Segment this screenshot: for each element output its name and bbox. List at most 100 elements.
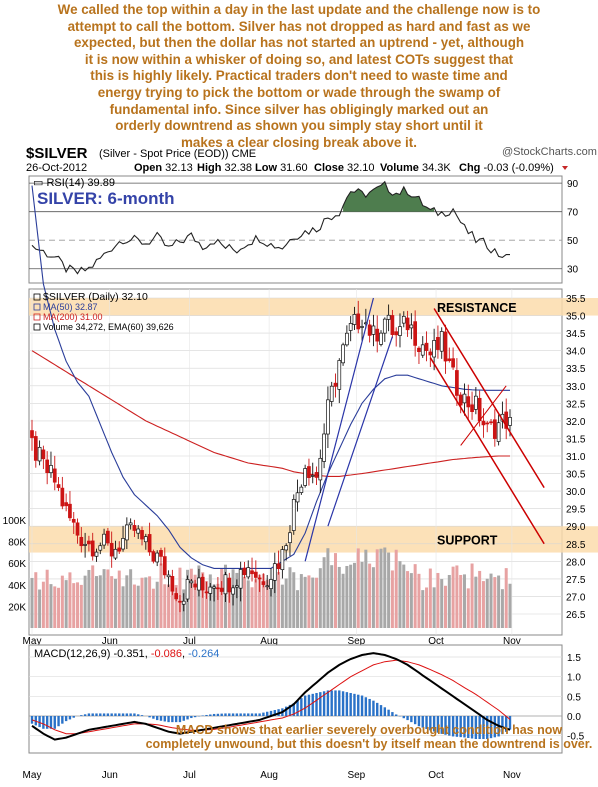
macd-histogram-bar	[505, 716, 508, 732]
candle-body	[398, 326, 402, 336]
candle-body	[102, 533, 106, 546]
macd-histogram-bar	[95, 713, 98, 716]
legend-swatch	[33, 303, 41, 311]
macd-histogram-bar	[296, 700, 299, 716]
candle-body	[405, 317, 410, 331]
candle-body	[204, 591, 209, 594]
macd-histogram-bar	[300, 698, 303, 716]
price-tick-label: 35.0	[566, 312, 586, 323]
macd-histogram-bar	[410, 716, 413, 723]
candle-body	[189, 580, 194, 584]
macd-histogram-bar	[239, 713, 242, 716]
macd-histogram-bar	[262, 712, 265, 716]
macd-histogram-bar	[45, 716, 49, 729]
volume-bar	[265, 579, 269, 628]
candle-body	[162, 556, 167, 576]
candle-body	[181, 600, 186, 605]
volume-bar	[193, 574, 197, 628]
candle-body	[489, 421, 493, 424]
candle-body	[280, 549, 285, 571]
volume-bar	[462, 574, 466, 628]
candle-body	[216, 587, 220, 590]
macd-line	[31, 652, 511, 741]
candle-body	[299, 486, 304, 493]
candle-body	[466, 396, 471, 408]
macd-histogram-bar	[349, 692, 352, 716]
macd-histogram-bar	[61, 716, 64, 724]
volume-bar	[53, 586, 57, 628]
ohlc-readout: Open 32.13 High 32.38 Low 31.60 Close 32.10…	[134, 162, 568, 174]
month-label: May	[23, 770, 42, 781]
macd-histogram-bar	[379, 705, 383, 716]
uptrend-line	[327, 336, 393, 527]
ma200-line	[31, 350, 510, 477]
volume-bar	[390, 570, 394, 628]
candle-body	[337, 360, 342, 390]
volume-bar	[280, 584, 284, 628]
candle-body	[83, 544, 87, 546]
candle-body	[132, 525, 137, 531]
volume-bar	[227, 579, 231, 628]
macd-histogram-bar	[482, 716, 485, 740]
candle-body	[37, 446, 42, 462]
chart-symbol-name: (Silver - Spot Price (EOD)) CME	[99, 148, 256, 160]
volume-bar	[239, 581, 243, 628]
candle-body	[178, 600, 182, 603]
macd-signal-value: -0.086	[151, 648, 182, 660]
headline-line: orderly downtrend as shown you simply st…	[115, 118, 483, 134]
candle-body	[310, 475, 315, 477]
macd-histogram-bar	[106, 713, 110, 716]
macd-histogram-bar	[463, 716, 466, 738]
headline-line: attempt to call the bottom. Silver has n…	[67, 18, 531, 34]
candle-body	[140, 530, 144, 540]
candle-body	[303, 468, 307, 486]
macd-histogram-bar	[235, 713, 239, 716]
volume-bar	[208, 574, 212, 628]
candle-body	[318, 457, 323, 481]
macd-histogram-bar	[459, 716, 462, 738]
macd-histogram-bar	[444, 716, 447, 735]
candle-body	[235, 585, 239, 588]
volume-bar	[417, 573, 421, 628]
price-legend-entry: MA(50) 32.87	[43, 302, 98, 312]
rsi-overbought-fill	[343, 181, 435, 212]
candle-body	[98, 545, 103, 551]
volume-bar	[235, 572, 239, 628]
volume-bar	[493, 577, 497, 628]
candle-body	[113, 548, 118, 559]
rsi-marker: ▭	[33, 177, 46, 189]
candle-body	[90, 540, 95, 557]
ohlc-field: Close 32.10	[314, 162, 375, 174]
macd-histogram-bar	[425, 716, 428, 729]
candle-body	[41, 449, 46, 460]
volume-bar	[269, 587, 273, 628]
volume-bar	[489, 573, 493, 628]
macd-histogram-bar	[402, 716, 405, 719]
price-tick-label: 34.0	[566, 347, 586, 358]
macd-histogram-bar	[311, 693, 314, 716]
macd-histogram-bar	[501, 716, 504, 735]
candle-body	[375, 328, 380, 342]
candle-body	[276, 563, 281, 570]
macd-hist-value: -0.264	[188, 648, 219, 660]
macd-histogram-bar	[303, 695, 307, 716]
month-label: Oct	[428, 636, 444, 647]
volume-bar	[375, 549, 379, 628]
macd-histogram-bar	[455, 716, 459, 737]
month-label: May	[23, 636, 42, 647]
volume-bar	[326, 548, 330, 628]
macd-histogram-bar	[467, 716, 470, 738]
candle-body	[455, 370, 459, 396]
macd-histogram-bar	[394, 714, 398, 716]
volume-tick-label: 100K	[3, 516, 27, 527]
candle-body	[193, 583, 197, 588]
price-tick-label: 31.5	[566, 434, 586, 445]
volume-bar	[303, 576, 307, 628]
price-tick-label: 31.0	[566, 452, 586, 463]
price-tick-label: 30.0	[566, 487, 586, 498]
volume-bar	[34, 572, 38, 628]
macd-histogram-bar	[406, 716, 409, 721]
volume-bar	[121, 586, 125, 628]
volume-bar	[322, 557, 326, 628]
candle-body	[432, 340, 436, 358]
